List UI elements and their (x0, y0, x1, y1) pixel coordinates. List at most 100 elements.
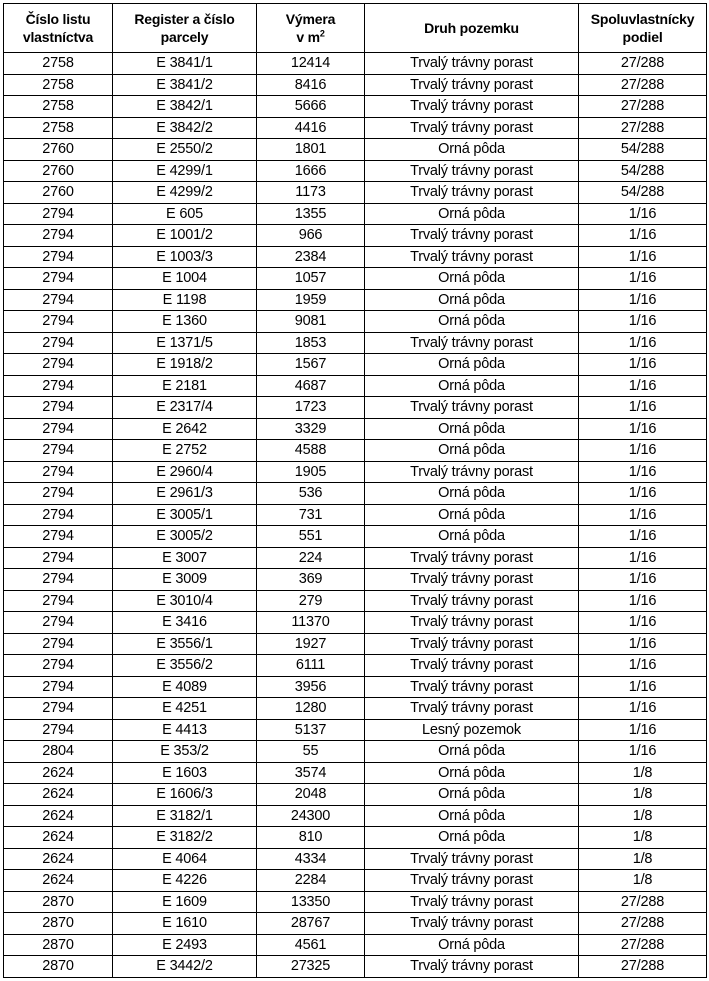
cell-land-type: Trvalý trávny porast (364, 955, 579, 978)
cell-share: 1/16 (578, 224, 707, 247)
cell-land-type: Trvalý trávny porast (364, 331, 579, 354)
cell-ownership-sheet: 2794 (3, 288, 113, 311)
cell-parcel-number: E 4251 (112, 697, 257, 720)
cell-share: 1/16 (578, 482, 707, 505)
cell-parcel-number: E 4089 (112, 675, 257, 698)
header-share: Spoluvlastnícky podiel (578, 3, 707, 53)
cell-area: 55 (256, 740, 365, 763)
cell-ownership-sheet: 2794 (3, 525, 113, 548)
cell-share: 1/16 (578, 396, 707, 419)
cell-parcel-number: E 1004 (112, 267, 257, 290)
cell-share: 1/8 (578, 761, 707, 784)
cell-parcel-number: E 2752 (112, 439, 257, 462)
table-row: 2794 E 3005/2 551 Orná pôda 1/16 (3, 525, 707, 548)
cell-parcel-number: E 3010/4 (112, 589, 257, 612)
cell-share: 1/16 (578, 331, 707, 354)
cell-land-type: Trvalý trávny porast (364, 460, 579, 483)
cell-land-type: Trvalý trávny porast (364, 73, 579, 96)
cell-ownership-sheet: 2794 (3, 589, 113, 612)
table-row: 2794 E 3005/1 731 Orná pôda 1/16 (3, 503, 707, 526)
cell-ownership-sheet: 2624 (3, 804, 113, 827)
cell-parcel-number: E 3442/2 (112, 955, 257, 978)
cell-ownership-sheet: 2794 (3, 224, 113, 247)
table-row: 2624 E 1606/3 2048 Orná pôda 1/8 (3, 783, 707, 806)
cell-ownership-sheet: 2758 (3, 73, 113, 96)
cell-ownership-sheet: 2870 (3, 890, 113, 913)
cell-land-type: Trvalý trávny porast (364, 116, 579, 139)
cell-ownership-sheet: 2794 (3, 310, 113, 333)
cell-share: 1/16 (578, 503, 707, 526)
cell-ownership-sheet: 2794 (3, 267, 113, 290)
cell-ownership-sheet: 2794 (3, 353, 113, 376)
header-row: Číslo listu vlastníctva Register a číslo p… (3, 3, 707, 53)
cell-share: 1/16 (578, 654, 707, 677)
table-body: 2758 E 3841/1 12414 Trvalý trávny porast 27/… (3, 52, 707, 978)
cell-land-type: Trvalý trávny porast (364, 224, 579, 247)
cell-land-type: Orná pôda (364, 202, 579, 225)
table-row: 2794 E 1003/3 2384 Trvalý trávny porast 1/16 (3, 245, 707, 268)
cell-share: 1/16 (578, 353, 707, 376)
cell-share: 1/16 (578, 675, 707, 698)
cell-area: 3574 (256, 761, 365, 784)
cell-land-type: Trvalý trávny porast (364, 396, 579, 419)
cell-area: 4588 (256, 439, 365, 462)
table-row: 2794 E 2961/3 536 Orná pôda 1/16 (3, 482, 707, 505)
cell-ownership-sheet: 2760 (3, 138, 113, 161)
cell-parcel-number: E 3007 (112, 546, 257, 569)
cell-parcel-number: E 353/2 (112, 740, 257, 763)
cell-land-type: Orná pôda (364, 933, 579, 956)
cell-area: 8416 (256, 73, 365, 96)
cell-ownership-sheet: 2794 (3, 482, 113, 505)
cell-ownership-sheet: 2804 (3, 740, 113, 763)
table-row: 2624 E 1603 3574 Orná pôda 1/8 (3, 761, 707, 784)
table-row: 2794 E 2317/4 1723 Trvalý trávny porast 1/16 (3, 396, 707, 419)
cell-share: 27/288 (578, 52, 707, 75)
cell-ownership-sheet: 2794 (3, 654, 113, 677)
cell-land-type: Orná pôda (364, 353, 579, 376)
header-text: v m (296, 29, 320, 45)
cell-land-type: Trvalý trávny porast (364, 52, 579, 75)
cell-ownership-sheet: 2794 (3, 611, 113, 634)
cell-share: 1/16 (578, 718, 707, 741)
cell-ownership-sheet: 2624 (3, 847, 113, 870)
cell-ownership-sheet: 2624 (3, 869, 113, 892)
cell-parcel-number: E 4299/1 (112, 159, 257, 182)
cell-parcel-number: E 3005/2 (112, 525, 257, 548)
cell-parcel-number: E 1003/3 (112, 245, 257, 268)
cell-area: 966 (256, 224, 365, 247)
cell-land-type: Orná pôda (364, 783, 579, 806)
table-row: 2758 E 3841/1 12414 Trvalý trávny porast 27/… (3, 52, 707, 75)
cell-land-type: Trvalý trávny porast (364, 611, 579, 634)
cell-land-type: Trvalý trávny porast (364, 632, 579, 655)
table-row: 2794 E 2752 4588 Orná pôda 1/16 (3, 439, 707, 462)
cell-ownership-sheet: 2758 (3, 52, 113, 75)
cell-parcel-number: E 2493 (112, 933, 257, 956)
cell-land-type: Orná pôda (364, 740, 579, 763)
cell-parcel-number: E 2960/4 (112, 460, 257, 483)
cell-area: 5666 (256, 95, 365, 118)
table-row: 2760 E 4299/2 1173 Trvalý trávny porast 54/2… (3, 181, 707, 204)
cell-share: 54/288 (578, 159, 707, 182)
cell-area: 1853 (256, 331, 365, 354)
cell-area: 28767 (256, 912, 365, 935)
cell-share: 1/16 (578, 546, 707, 569)
cell-area: 5137 (256, 718, 365, 741)
cell-land-type: Trvalý trávny porast (364, 675, 579, 698)
cell-area: 279 (256, 589, 365, 612)
table-row: 2624 E 4064 4334 Trvalý trávny porast 1/8 (3, 847, 707, 870)
cell-area: 731 (256, 503, 365, 526)
cell-ownership-sheet: 2760 (3, 181, 113, 204)
header-text: parcely (160, 29, 209, 45)
table-row: 2870 E 3442/2 27325 Trvalý trávny porast 27/… (3, 955, 707, 978)
cell-land-type: Orná pôda (364, 138, 579, 161)
cell-share: 27/288 (578, 890, 707, 913)
cell-area: 4416 (256, 116, 365, 139)
cell-parcel-number: E 1360 (112, 310, 257, 333)
table-row: 2794 E 2642 3329 Orná pôda 1/16 (3, 417, 707, 440)
cell-share: 27/288 (578, 912, 707, 935)
table-row: 2794 E 1360 9081 Orná pôda 1/16 (3, 310, 707, 333)
cell-share: 1/16 (578, 245, 707, 268)
table-row: 2794 E 3416 11370 Trvalý trávny porast 1/16 (3, 611, 707, 634)
cell-parcel-number: E 2642 (112, 417, 257, 440)
cell-parcel-number: E 4413 (112, 718, 257, 741)
